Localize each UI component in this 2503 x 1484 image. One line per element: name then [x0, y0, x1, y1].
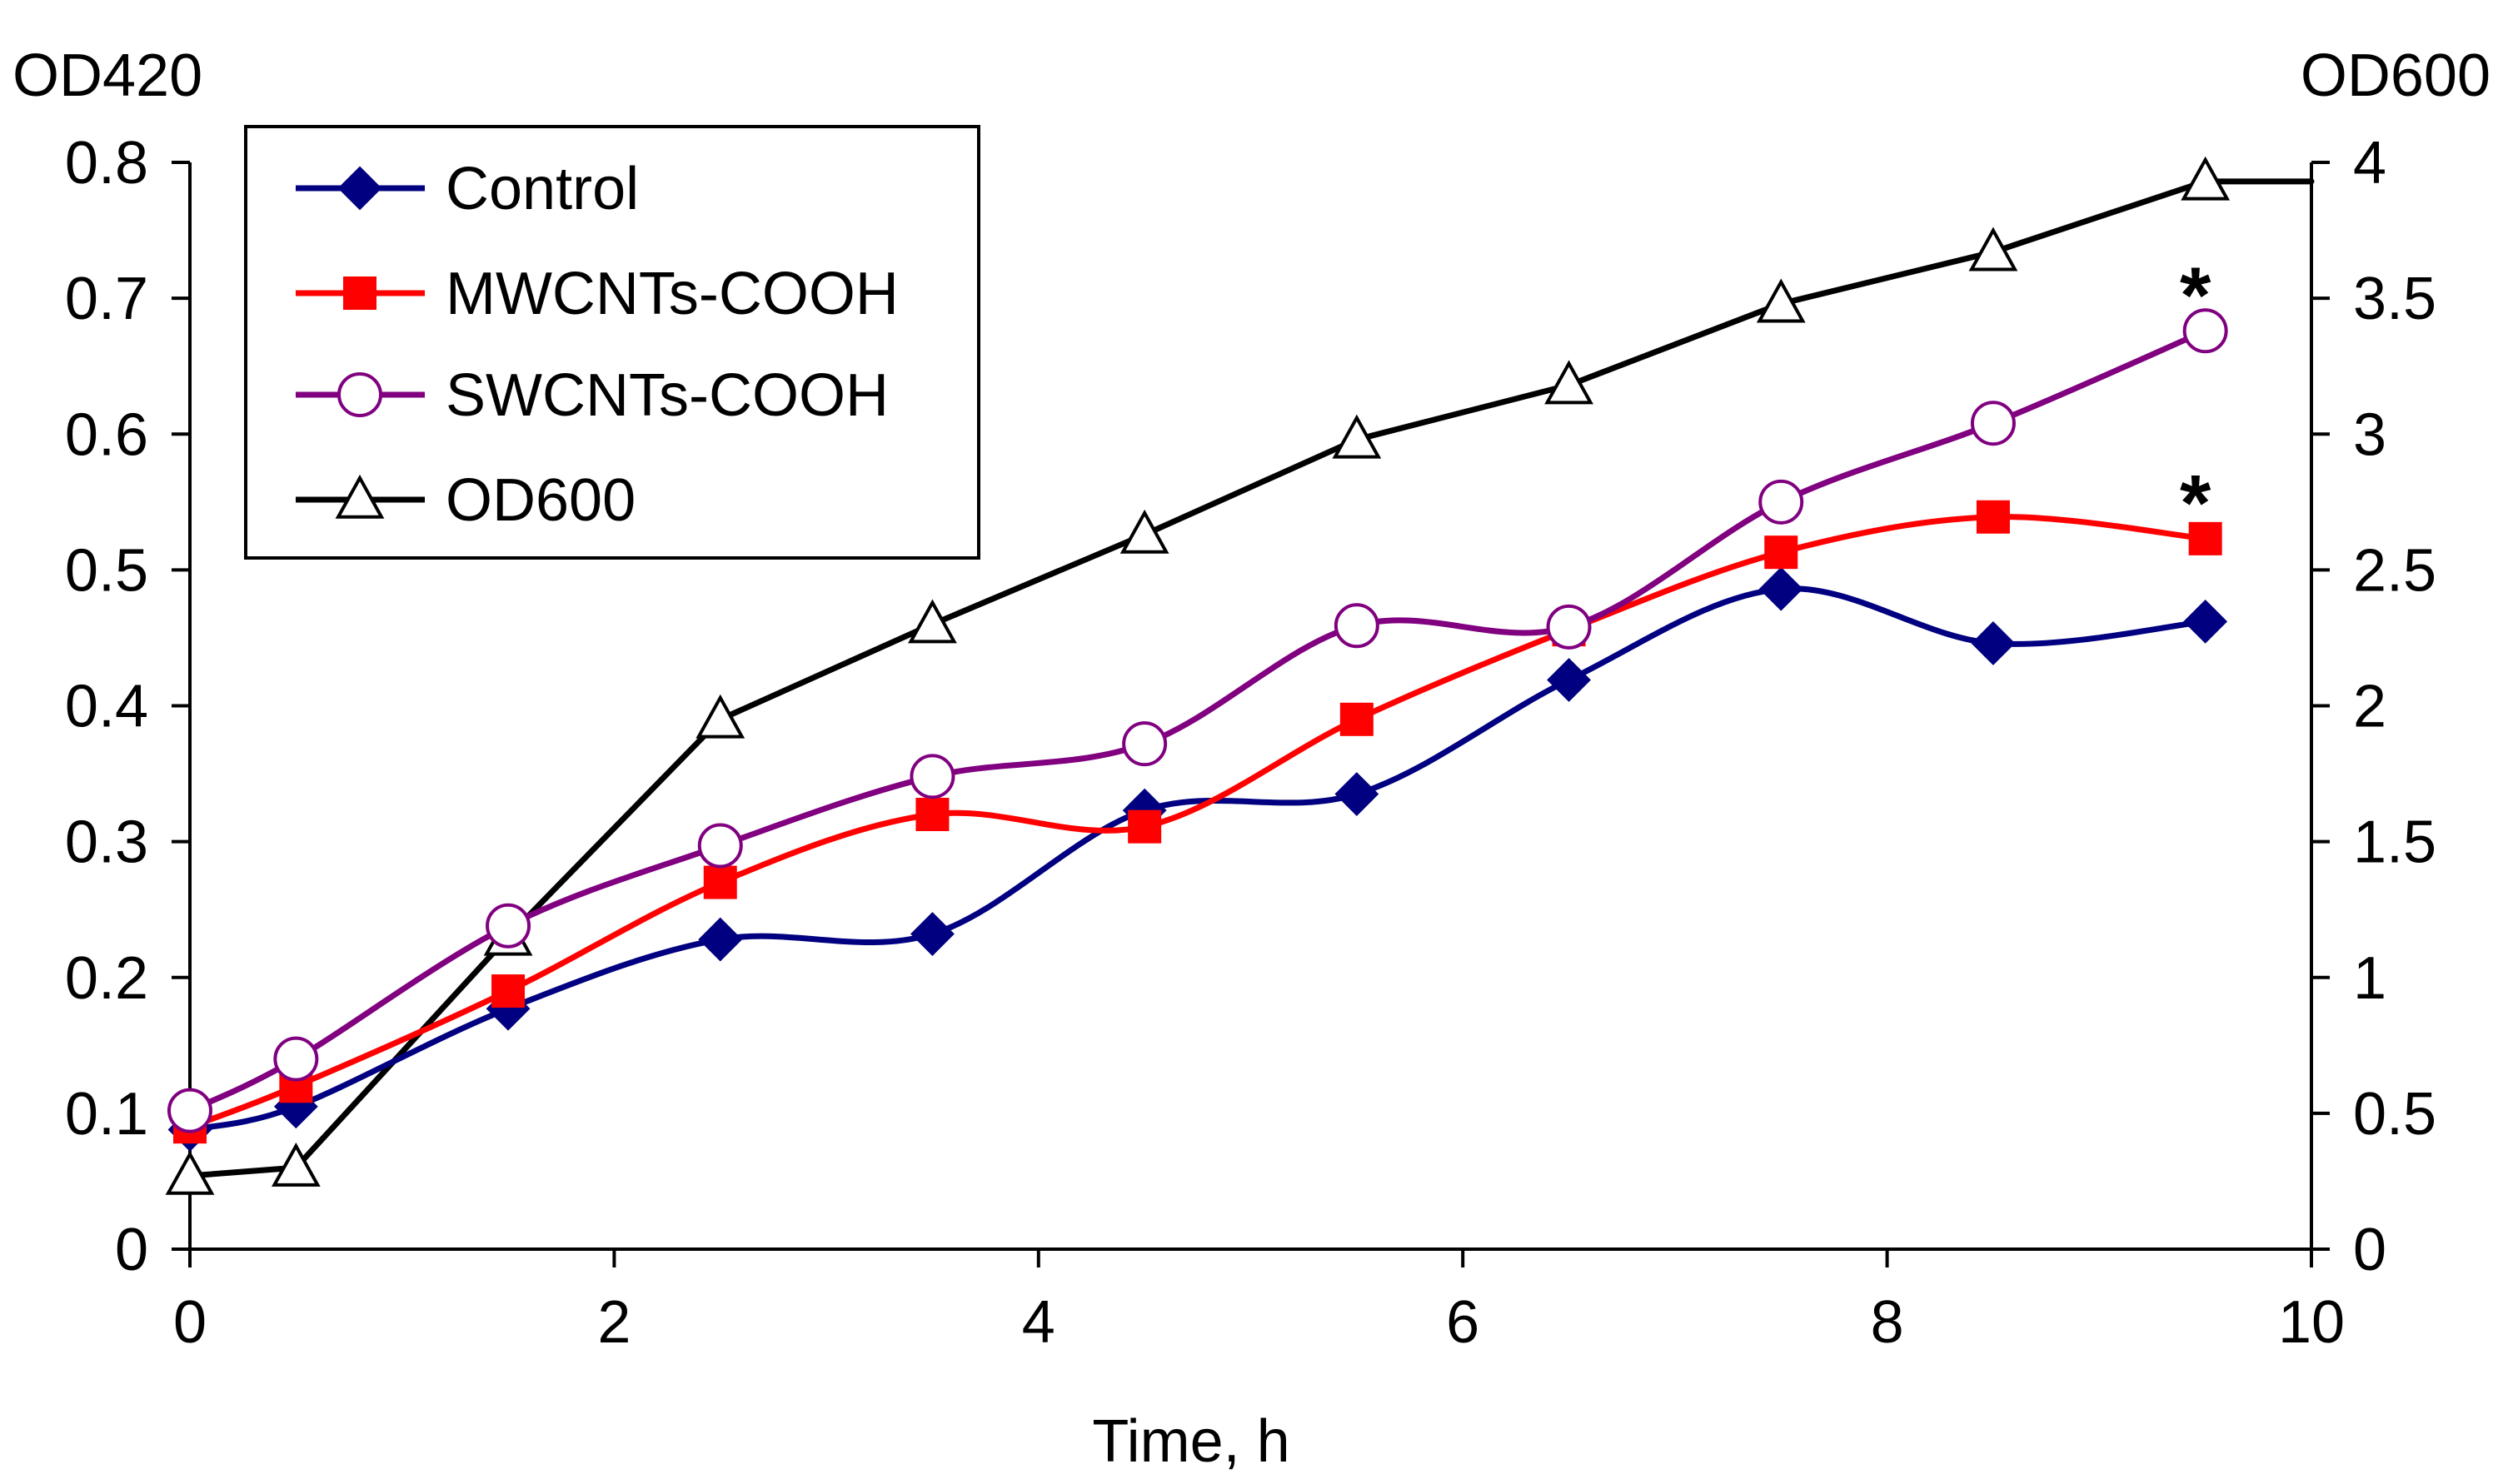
series-line-control	[187, 585, 2209, 1133]
data-point-mwcnts-cooh	[1339, 702, 1374, 736]
series-line-swcnts-cooh	[187, 327, 2209, 1114]
data-point-swcnts-cooh	[2182, 308, 2228, 354]
legend-item-control: Control	[296, 156, 639, 222]
y-axis-left-title: OD420	[12, 42, 202, 109]
y-right-tick-label: 0	[2353, 1217, 2386, 1283]
legend-item-od600: OD600	[296, 467, 636, 534]
legend-label: MWCNTs-COOH	[446, 261, 899, 327]
x-tick-label: 6	[1446, 1289, 1479, 1356]
x-tick-label: 8	[1871, 1289, 1904, 1356]
data-point-control	[698, 917, 743, 962]
data-point-od600	[696, 694, 745, 739]
series-line-mwcnts-cooh	[187, 514, 2209, 1130]
y-left-tick-label: 0.6	[65, 401, 148, 468]
data-point-mwcnts-cooh	[1976, 500, 2010, 534]
data-point-swcnts-cooh	[1546, 604, 1592, 650]
y-left-tick-label: 0.7	[65, 266, 148, 332]
data-point-mwcnts-cooh	[703, 865, 737, 899]
data-point-swcnts-cooh	[1758, 479, 1804, 525]
data-point-swcnts-cooh	[1970, 401, 2016, 446]
y-left-tick-label: 0.4	[65, 674, 148, 740]
legend-label: Control	[446, 156, 639, 222]
legend-swatch-marker	[343, 276, 376, 310]
y-left-tick-label: 0.8	[65, 130, 148, 197]
legend-swatch-marker	[337, 166, 382, 211]
data-point-od600	[1756, 278, 1806, 323]
data-point-od600	[908, 599, 957, 644]
y-axis-right-title: OD600	[2301, 42, 2491, 109]
y-right-tick-label: 3	[2353, 401, 2386, 468]
data-point-od600	[2181, 156, 2231, 201]
data-point-swcnts-cooh	[910, 754, 955, 799]
data-point-control	[1547, 658, 1591, 702]
data-point-mwcnts-cooh	[1128, 809, 1162, 844]
data-point-control	[1971, 621, 2016, 665]
x-tick-label: 2	[597, 1289, 631, 1356]
y-right-tick-label: 1	[2353, 945, 2386, 1012]
y-left-tick-label: 0	[115, 1217, 148, 1283]
x-axis-title: Time, h	[1092, 1408, 1289, 1475]
legend: Control MWCNTs-COOH SWCNTs-COOH OD600	[244, 125, 980, 560]
y-right-tick-label: 0.5	[2353, 1081, 2436, 1148]
data-point-mwcnts-cooh	[915, 798, 950, 831]
y-right-tick-label: 3.5	[2353, 266, 2436, 332]
series-line-od600	[187, 178, 2315, 1179]
legend-swatch-marker	[335, 474, 385, 519]
y-left-tick-label: 0.2	[65, 945, 148, 1012]
data-point-od600	[1544, 360, 1593, 405]
data-point-od600	[1119, 509, 1169, 554]
x-tick-label: 10	[2278, 1289, 2345, 1356]
y-right-tick-label: 4	[2353, 130, 2386, 197]
data-point-control	[1334, 772, 1379, 816]
data-point-swcnts-cooh	[697, 823, 743, 869]
data-point-od600	[1968, 227, 2018, 271]
data-point-control	[910, 912, 955, 956]
y-left-tick-label: 0.5	[65, 537, 148, 604]
data-point-swcnts-cooh	[167, 1088, 212, 1133]
data-point-od600	[1332, 414, 1382, 459]
data-point-control	[2183, 599, 2228, 644]
series-od600	[165, 156, 2315, 1195]
data-point-swcnts-cooh	[1334, 603, 1379, 649]
data-point-swcnts-cooh	[273, 1036, 319, 1082]
x-tick-label: 0	[173, 1289, 207, 1356]
data-point-swcnts-cooh	[486, 903, 531, 949]
legend-item-swcnts-cooh: SWCNTs-COOH	[296, 362, 889, 429]
y-left-tick-label: 0.3	[65, 809, 148, 876]
annotation-group: **	[2180, 251, 2211, 548]
significance-marker: *	[2180, 251, 2211, 340]
data-point-od600	[165, 1150, 215, 1195]
y-right-tick-label: 1.5	[2353, 809, 2436, 876]
y-right-tick-label: 2.5	[2353, 537, 2436, 604]
x-tick-label: 4	[1022, 1289, 1055, 1356]
data-point-control	[1758, 566, 1803, 611]
series-group	[165, 156, 2315, 1195]
series-control	[167, 566, 2228, 1152]
data-point-swcnts-cooh	[1122, 721, 1168, 767]
data-point-mwcnts-cooh	[1764, 535, 1798, 570]
data-point-mwcnts-cooh	[491, 974, 526, 1008]
data-point-mwcnts-cooh	[2188, 521, 2222, 555]
legend-swatch-marker	[337, 372, 382, 417]
y-right-tick-label: 2	[2353, 674, 2386, 740]
significance-marker: *	[2180, 459, 2211, 548]
y-left-tick-label: 0.1	[65, 1081, 148, 1148]
legend-label: OD600	[446, 467, 636, 534]
legend-label: SWCNTs-COOH	[446, 362, 889, 429]
legend-item-mwcnts-cooh: MWCNTs-COOH	[296, 261, 899, 327]
series-mwcnts-cooh	[173, 500, 2222, 1144]
axes-group: 0 2 4 6 8 1000.10.20.30.40.50.60.70.800.511.5…	[12, 42, 2491, 1475]
series-swcnts-cooh	[167, 308, 2228, 1133]
data-point-od600	[271, 1143, 321, 1187]
